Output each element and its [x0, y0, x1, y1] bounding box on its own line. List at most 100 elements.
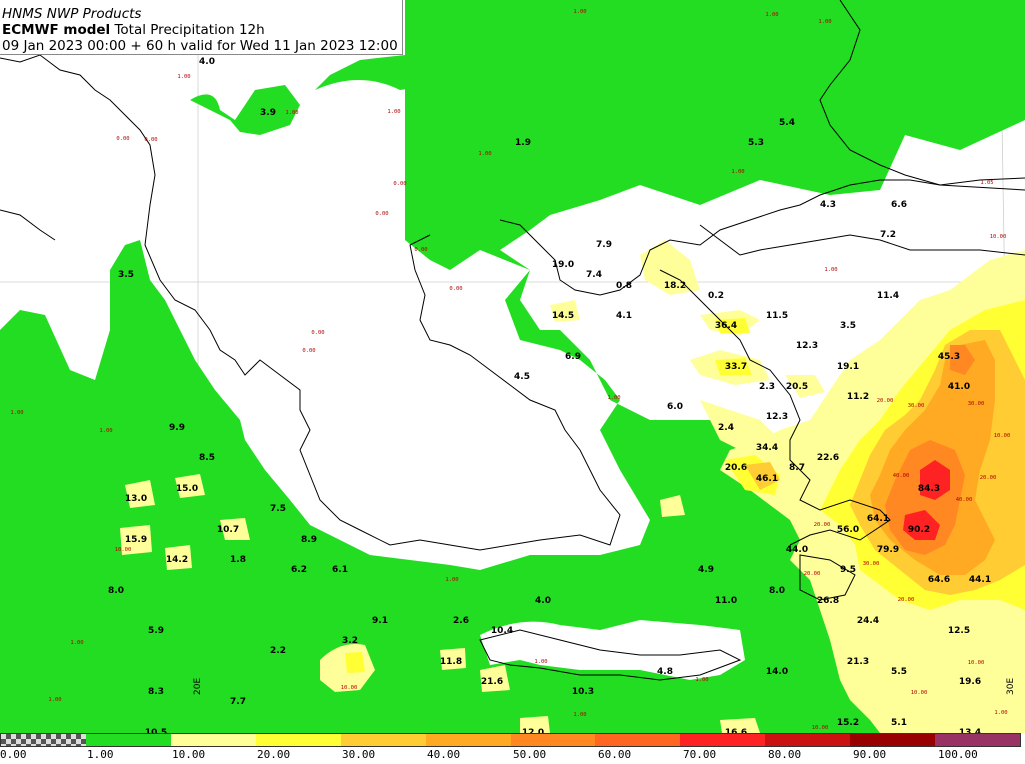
legend-tick-label: 40.00 — [427, 748, 461, 761]
precip-value-label: 56.0 — [837, 525, 859, 535]
precip-value-label: 16.6 — [725, 728, 747, 733]
legend-swatch — [595, 734, 681, 746]
precip-value-label: 14.0 — [766, 667, 788, 677]
legend-tick-label: 70.00 — [683, 748, 717, 761]
valid-time: 09 Jan 2023 00:00 + 60 h valid for Wed 1… — [2, 38, 398, 54]
contour-label: 20.00 — [898, 597, 915, 603]
precip-value-label: 4.5 — [514, 372, 530, 382]
precip-value-label: 4.3 — [820, 200, 836, 210]
precip-value-label: 8.5 — [199, 453, 215, 463]
contour-label: 1.00 — [48, 697, 61, 703]
contour-label: 20.00 — [804, 571, 821, 577]
precip-value-label: 9.1 — [372, 616, 388, 626]
precip-value-label: 19.1 — [837, 362, 859, 372]
contour-label: 1.00 — [70, 640, 83, 646]
contour-label: 40.00 — [956, 497, 973, 503]
contour-label: 1.00 — [99, 428, 112, 434]
precip-value-label: 41.0 — [948, 382, 970, 392]
contour-label: 20.00 — [814, 522, 831, 528]
contour-label: 20.00 — [877, 398, 894, 404]
precip-value-label: 15.9 — [125, 535, 147, 545]
precip-value-label: 19.6 — [959, 677, 981, 687]
color-legend: 0.00 1.00 10.00 20.00 30.00 40.00 50.00 60.00 70… — [0, 733, 1025, 764]
precipitation-map: 1.00 1.00 1.00 1.00 1.00 1.00 0.00 0.00 1.00 1.00… — [0, 0, 1025, 733]
precip-value-label: 34.4 — [756, 443, 778, 453]
precip-value-label: 24.4 — [857, 616, 879, 626]
legend-tick-label: 0.00 — [0, 748, 27, 761]
contour-label: 1.00 — [607, 395, 620, 401]
precip-value-label: 20.5 — [786, 382, 808, 392]
contour-label: 0.00 — [311, 330, 324, 336]
precip-value-label: 21.3 — [847, 657, 869, 667]
contour-label: 10.00 — [115, 547, 132, 553]
precip-value-label: 12.3 — [766, 412, 788, 422]
precip-value-label: 64.6 — [928, 575, 950, 585]
precip-area-white — [0, 0, 1025, 680]
title-box: HNMS NWP Products ECMWF model Total Prec… — [0, 0, 403, 55]
legend-swatch — [935, 734, 1021, 746]
legend-swatch — [765, 734, 851, 746]
contour-label: 0.00 — [116, 136, 129, 142]
legend-swatch — [255, 734, 341, 746]
precip-value-label: 3.9 — [260, 108, 276, 118]
legend-tick-label: 50.00 — [513, 748, 547, 761]
precip-value-label: 5.4 — [779, 118, 795, 128]
legend-tick-label: 20.00 — [257, 748, 291, 761]
contour-label: 1.00 — [994, 710, 1007, 716]
precip-value-label: 9.9 — [169, 423, 185, 433]
precip-value-label: 45.3 — [938, 352, 960, 362]
contour-label: 10.00 — [812, 725, 829, 731]
precip-value-label: 6.1 — [332, 565, 348, 575]
precip-value-label: 0.8 — [616, 281, 632, 291]
lon-label-20e: 20E — [193, 678, 203, 695]
precip-value-label: 2.2 — [270, 646, 286, 656]
model-name: ECMWF model — [2, 22, 111, 38]
precip-value-label: 7.2 — [880, 230, 896, 240]
precip-value-label: 4.0 — [535, 596, 551, 606]
contour-label: 1.00 — [285, 110, 298, 116]
precip-value-label: 33.7 — [725, 362, 747, 372]
precip-value-label: 12.5 — [948, 626, 970, 636]
precip-value-label: 8.0 — [108, 586, 124, 596]
precip-value-label: 5.1 — [891, 718, 907, 728]
precip-value-label: 8.3 — [148, 687, 164, 697]
precip-value-label: 44.1 — [969, 575, 991, 585]
contour-label: 1.00 — [177, 74, 190, 80]
precip-value-label: 7.9 — [596, 240, 612, 250]
precip-value-label: 8.9 — [301, 535, 317, 545]
precip-value-label: 7.4 — [586, 270, 602, 280]
contour-label: 1.00 — [534, 659, 547, 665]
precip-value-label: 13.0 — [125, 494, 147, 504]
contour-label: 1.00 — [765, 12, 778, 18]
legend-tick-label: 60.00 — [598, 748, 632, 761]
contour-label: 0.00 — [449, 286, 462, 292]
precip-value-label: 11.0 — [715, 596, 737, 606]
contour-label: 0.00 — [144, 137, 157, 143]
precip-value-label: 10.4 — [491, 626, 513, 636]
precip-value-label: 14.2 — [166, 555, 188, 565]
precip-value-label: 7.5 — [270, 504, 286, 514]
contour-label: 1.00 — [573, 9, 586, 15]
contour-label: 1.00 — [445, 577, 458, 583]
precip-value-label: 10.3 — [572, 687, 594, 697]
precip-value-label: 36.4 — [715, 321, 737, 331]
contour-label: 1.00 — [478, 151, 491, 157]
precip-value-label: 5.5 — [891, 667, 907, 677]
precip-value-label: 3.2 — [342, 636, 358, 646]
precip-value-label: 2.6 — [453, 616, 469, 626]
legend-swatch — [850, 734, 936, 746]
precip-value-label: 11.5 — [766, 311, 788, 321]
lon-label-30e: 30E — [1006, 678, 1016, 695]
contour-labels: 1.00 1.00 1.00 1.00 1.00 1.00 0.00 0.00 1.00 1.00… — [10, 9, 1010, 731]
legend-tick-label: 100.00 — [938, 748, 978, 761]
legend-tick-label: 10.00 — [172, 748, 206, 761]
contour-label: 1.05 — [980, 180, 993, 186]
precip-value-label: 0.2 — [708, 291, 724, 301]
precip-value-label: 84.3 — [918, 484, 940, 494]
contour-label: 40.00 — [893, 473, 910, 479]
precip-value-label: 15.2 — [837, 718, 859, 728]
legend-tick-label: 30.00 — [342, 748, 376, 761]
precip-value-label: 19.0 — [552, 260, 574, 270]
product-source: HNMS NWP Products — [2, 6, 142, 22]
contour-label: 30.00 — [968, 401, 985, 407]
